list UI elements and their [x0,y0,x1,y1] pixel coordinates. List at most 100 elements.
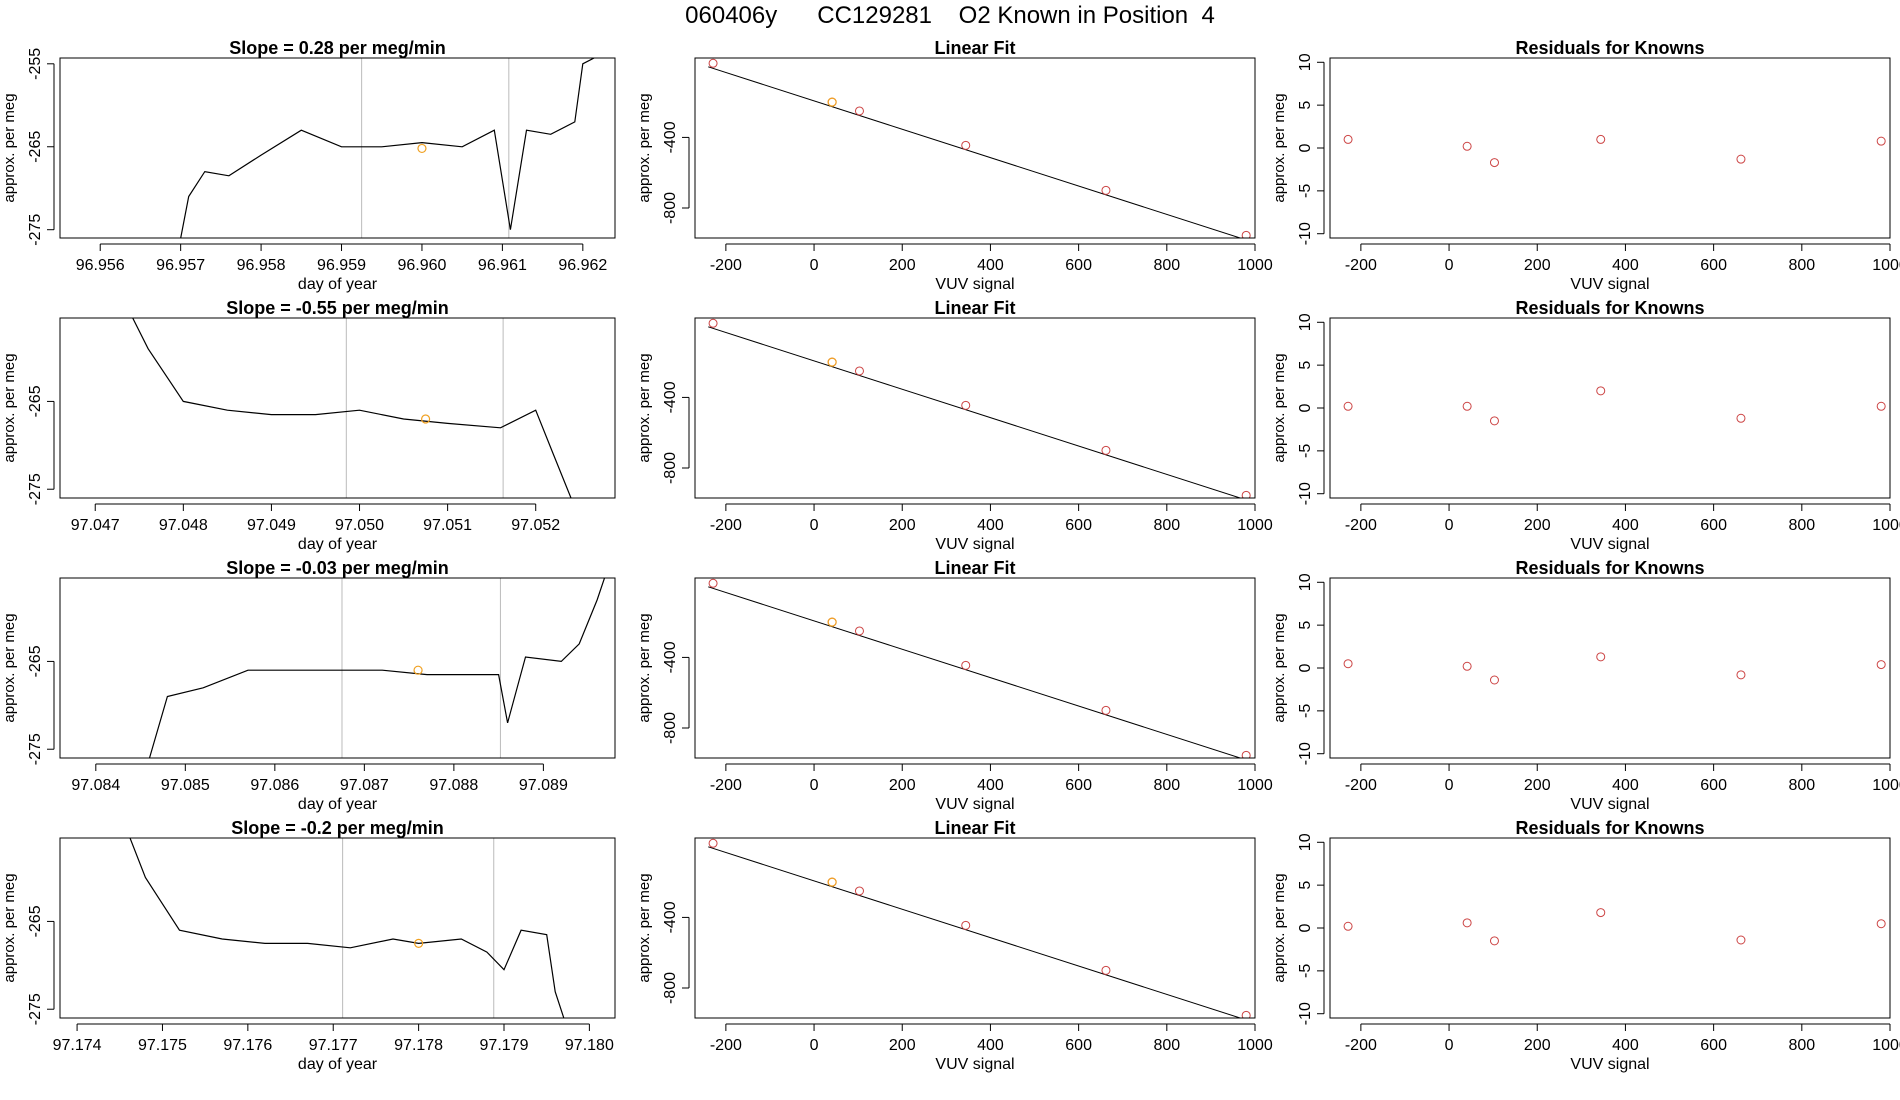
plot-frame [694,317,1256,499]
data-point [1462,401,1472,411]
x-tick-label: 1000 [1872,517,1900,534]
x-tick-label: 96.962 [558,257,607,274]
x-tick-label: 800 [1153,1037,1180,1054]
y-tick-label: 0 [1297,663,1314,672]
data-point [1596,134,1606,144]
fit-line [708,846,1242,1018]
y-tick-label: -400 [662,121,679,153]
x-tick-label: 97.052 [511,517,560,534]
y-tick-label: 10 [1297,313,1314,331]
x-tick-label: 200 [1524,777,1551,794]
x-axis-label: VUV signal [1570,276,1649,293]
y-tick-label: -5 [1297,704,1314,718]
x-tick-label: 97.084 [71,777,120,794]
x-tick-label: 97.180 [565,1037,614,1054]
x-axis-label: VUV signal [935,1056,1014,1073]
y-tick-label: 5 [1297,361,1314,370]
panel-2: Linear Fit -200 0 200 400 600 800 1000 VUV signa… [636,38,1273,293]
x-tick-label: 0 [1445,1037,1454,1054]
y-axis-label: approx. per meg [1271,353,1288,462]
plot-frame [59,837,616,1019]
x-tick-label: -200 [1345,1037,1377,1054]
x-tick-label: 200 [889,257,916,274]
x-tick-label: 400 [977,777,1004,794]
panel-11: Linear Fit -200 0 200 400 600 800 1000 VUV signa… [636,818,1273,1073]
x-tick-label: 400 [977,517,1004,534]
y-tick-label: -400 [662,641,679,673]
data-point [1736,670,1746,680]
x-tick-label: 0 [1445,517,1454,534]
x-tick-label: 400 [1612,777,1639,794]
y-tick-label: -275 [27,473,44,505]
plot-frame [694,577,1256,759]
plot-area [708,838,1251,1018]
panel-title: Linear Fit [934,38,1015,58]
x-tick-label: 400 [977,1037,1004,1054]
y-axis-label: approx. per meg [636,873,653,982]
y-axis-label: approx. per meg [1,613,18,722]
panel-3: Residuals for Knowns-200 0 200 400 600 800 100… [1271,38,1900,293]
plot-frame [59,577,616,759]
y-tick-label: 5 [1297,881,1314,890]
x-tick-label: 96.958 [237,257,286,274]
data-point [854,106,864,116]
panel-1: Slope = 0.28 per meg/min 96.956 96.957 96.9… [1,38,616,293]
fit-line [708,586,1242,758]
panel-title: Linear Fit [934,818,1015,838]
x-tick-label: 400 [977,257,1004,274]
plot-area [708,58,1251,238]
data-point [1876,401,1886,411]
x-tick-label: 1000 [1237,517,1273,534]
data-point [1101,445,1111,455]
x-tick-label: 97.179 [480,1037,529,1054]
x-axis-label: VUV signal [935,536,1014,553]
x-tick-label: 96.957 [156,257,205,274]
data-point [1876,919,1886,929]
x-tick-label: 1000 [1872,777,1900,794]
x-axis-label: day of year [298,1056,378,1073]
panel-6: Residuals for Knowns-200 0 200 400 600 800 100… [1271,298,1900,553]
y-axis-label: approx. per meg [1,353,18,462]
plot-area [708,318,1251,498]
y-tick-label: -10 [1297,482,1314,505]
x-tick-label: 0 [1445,257,1454,274]
data-point [1596,652,1606,662]
data-point [1462,918,1472,928]
data-point [708,318,718,328]
highlight-point [414,938,424,948]
x-tick-label: 97.049 [247,517,296,534]
x-tick-label: 600 [1065,517,1092,534]
data-point [1343,401,1353,411]
highlight-point [827,97,837,107]
x-tick-label: 1000 [1872,257,1900,274]
plot-frame [1329,57,1891,239]
x-tick-label: 800 [1788,517,1815,534]
y-tick-label: -800 [662,192,679,224]
x-tick-label: 600 [1700,257,1727,274]
data-point [961,140,971,150]
data-point [708,578,718,588]
data-point [708,58,718,68]
x-tick-label: 0 [810,1037,819,1054]
data-point [1343,659,1353,669]
x-tick-label: -200 [710,257,742,274]
x-tick-label: 97.087 [340,777,389,794]
x-tick-label: 1000 [1237,777,1273,794]
x-tick-label: 97.178 [394,1037,443,1054]
plot-area [1343,908,1886,946]
x-tick-label: 96.956 [76,257,125,274]
x-tick-label: 97.047 [71,517,120,534]
x-tick-label: 96.961 [478,257,527,274]
x-axis-label: day of year [298,536,378,553]
panel-title: Residuals for Knowns [1515,558,1704,578]
data-point [1343,134,1353,144]
data-point [1596,908,1606,918]
x-tick-label: 0 [810,257,819,274]
y-tick-label: -255 [27,48,44,80]
data-point [961,920,971,930]
x-tick-label: -200 [710,777,742,794]
panel-12: Residuals for Knowns-200 0 200 400 600 800 100… [1271,818,1900,1073]
highlight-point [827,617,837,627]
panel-title: Slope = -0.2 per meg/min [231,818,444,838]
x-tick-label: 800 [1788,257,1815,274]
